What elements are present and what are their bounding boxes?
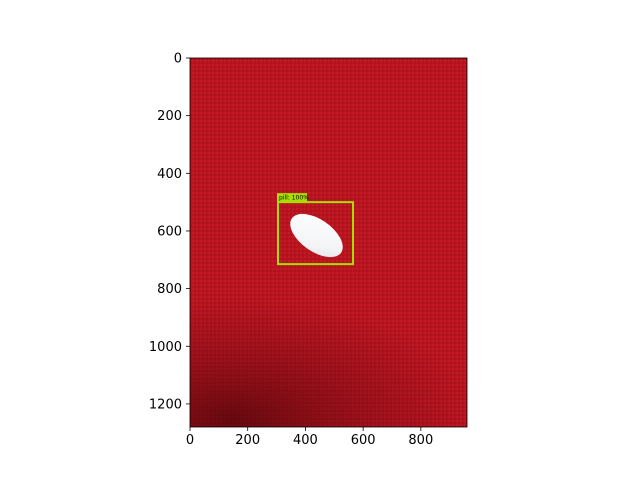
detections: pill: 100% [277, 193, 355, 266]
x-tick-label: 200 [235, 433, 260, 448]
y-tick-label: 0 [174, 52, 182, 67]
detection-box [277, 201, 355, 266]
pill [290, 213, 343, 258]
x-tick-label: 0 [186, 433, 194, 448]
x-axis: 0 200 400 600 800 [186, 427, 433, 448]
y-tick-label: 200 [157, 109, 182, 124]
x-tick-label: 600 [351, 433, 376, 448]
detection-label-background [277, 193, 308, 203]
detection-label: pill: 100% [279, 195, 309, 202]
y-axis: 0 200 400 600 800 1000 1200 [149, 52, 190, 412]
y-tick-label: 400 [157, 167, 182, 182]
y-tick-label: 1200 [149, 397, 182, 412]
x-tick-label: 400 [293, 433, 318, 448]
y-tick-label: 600 [157, 224, 182, 239]
x-tick-label: 800 [408, 433, 433, 448]
fabric-shadow [190, 290, 467, 427]
y-tick-label: 800 [157, 282, 182, 297]
y-tick-label: 1000 [149, 340, 182, 355]
photo: pill: 100% [190, 58, 467, 427]
axes-frame [189, 57, 468, 428]
